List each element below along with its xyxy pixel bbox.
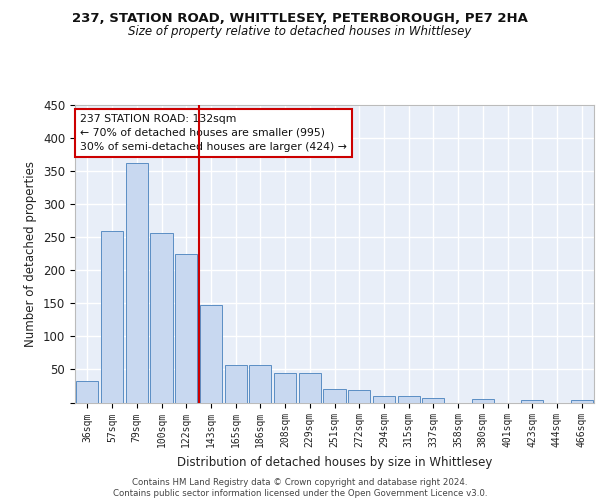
Bar xyxy=(299,373,321,402)
Bar xyxy=(224,365,247,403)
Bar xyxy=(422,398,445,402)
Bar xyxy=(200,304,222,402)
Bar xyxy=(249,365,271,403)
Bar xyxy=(472,398,494,402)
Y-axis label: Number of detached properties: Number of detached properties xyxy=(25,161,37,347)
Text: Contains HM Land Registry data © Crown copyright and database right 2024.
Contai: Contains HM Land Registry data © Crown c… xyxy=(113,478,487,498)
Bar xyxy=(373,396,395,402)
Bar xyxy=(175,254,197,402)
X-axis label: Distribution of detached houses by size in Whittlesey: Distribution of detached houses by size … xyxy=(177,456,492,469)
Bar xyxy=(323,390,346,402)
Bar xyxy=(521,400,544,402)
Bar xyxy=(571,400,593,402)
Bar xyxy=(101,232,123,402)
Bar xyxy=(125,162,148,402)
Bar xyxy=(151,234,173,402)
Text: 237 STATION ROAD: 132sqm
← 70% of detached houses are smaller (995)
30% of semi-: 237 STATION ROAD: 132sqm ← 70% of detach… xyxy=(80,114,347,152)
Bar xyxy=(398,396,420,402)
Text: Size of property relative to detached houses in Whittlesey: Size of property relative to detached ho… xyxy=(128,25,472,38)
Text: 237, STATION ROAD, WHITTLESEY, PETERBOROUGH, PE7 2HA: 237, STATION ROAD, WHITTLESEY, PETERBORO… xyxy=(72,12,528,26)
Bar xyxy=(76,382,98,402)
Bar xyxy=(348,390,370,402)
Bar xyxy=(274,373,296,402)
